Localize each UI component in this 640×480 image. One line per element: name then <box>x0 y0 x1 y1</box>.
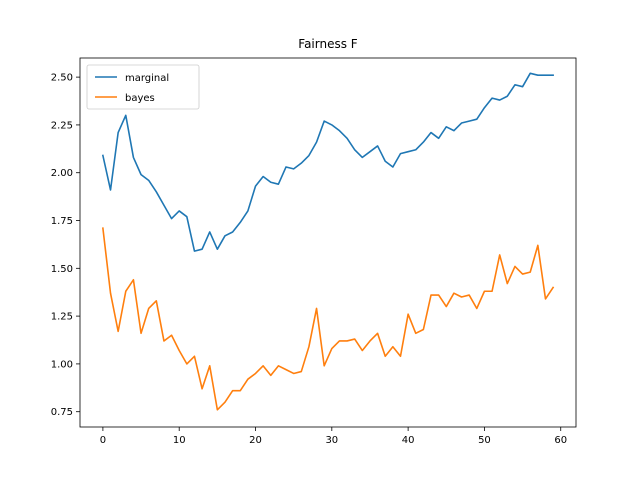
y-tick-label: 1.50 <box>51 264 73 275</box>
y-tick-label: 1.75 <box>51 216 73 227</box>
y-tick-label: 2.25 <box>51 120 73 131</box>
y-tick-label: 0.75 <box>51 407 73 418</box>
y-tick-label: 2.50 <box>51 73 73 84</box>
series-line-bayes <box>102 227 555 411</box>
series-line-marginal <box>101 72 554 252</box>
y-tick-label: 1.25 <box>51 312 73 323</box>
y-tick-label: 2.00 <box>51 168 73 179</box>
axes: 0 10 20 30 40 50 60 0.75 1.00 1.25 1.50 1.75 2.00 2.2… <box>51 57 577 446</box>
x-tick-label: 0 <box>100 435 106 446</box>
legend-label-bayes: bayes <box>125 93 155 104</box>
chart-title: Fairness F <box>298 37 358 51</box>
x-tick-label: 10 <box>173 435 186 446</box>
x-tick-label: 50 <box>478 435 491 446</box>
legend-label-marginal: marginal <box>125 73 169 84</box>
plot-area <box>101 72 555 411</box>
legend-box <box>86 64 200 110</box>
x-tick-label: 40 <box>402 435 415 446</box>
x-tick-label: 20 <box>249 435 262 446</box>
y-tick-label: 1.00 <box>51 359 73 370</box>
x-tick-label: 60 <box>554 435 567 446</box>
x-tick-label: 30 <box>325 435 338 446</box>
plot-frame <box>79 57 577 428</box>
legend: marginal bayes <box>86 64 200 110</box>
